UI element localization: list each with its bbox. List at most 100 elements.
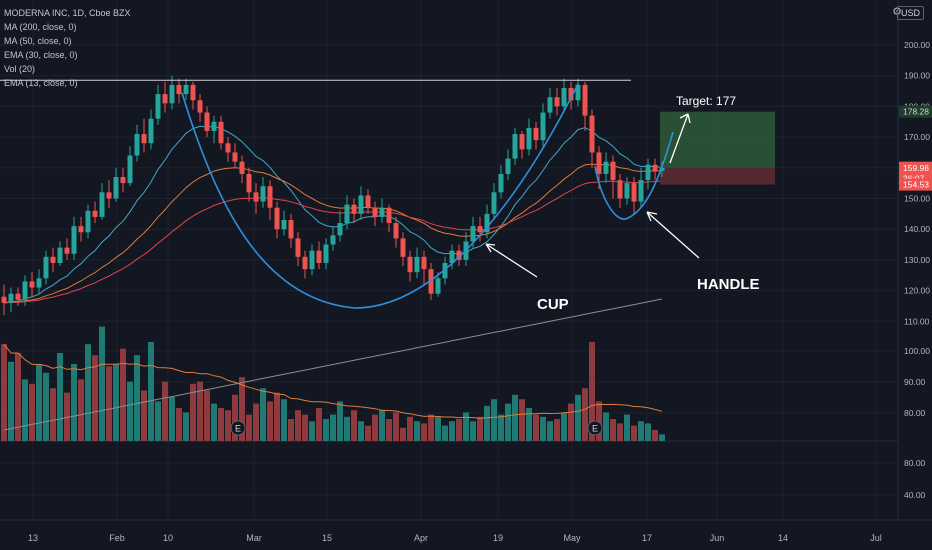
candle-body xyxy=(498,173,504,193)
symbol-title[interactable]: MODERNA INC, 1D, Cboe BZX xyxy=(4,8,131,18)
candle-body xyxy=(554,97,560,107)
candle-body xyxy=(582,84,588,116)
candle-body xyxy=(155,94,161,119)
candle-body xyxy=(29,281,35,288)
candle-body xyxy=(141,134,147,144)
candle-body xyxy=(512,134,518,159)
volume-bar xyxy=(218,408,224,441)
candle-body xyxy=(246,173,252,193)
candle-body xyxy=(169,84,175,104)
volume-bar xyxy=(253,403,259,441)
cup-curve[interactable] xyxy=(181,83,579,309)
price-tick-label: 110.00 xyxy=(904,316,930,326)
volume-bar xyxy=(15,353,21,441)
stop-zone[interactable] xyxy=(660,167,775,185)
legend-ema30[interactable]: EMA (30, close, 0) xyxy=(4,50,78,60)
target-arrow xyxy=(669,113,691,164)
candle-body xyxy=(330,235,336,245)
volume-bar xyxy=(533,414,539,441)
volume-bar xyxy=(8,361,14,441)
legend-ema13[interactable]: EMA (13, close, 0) xyxy=(4,78,78,88)
volume-bar xyxy=(239,377,245,441)
volume-bar xyxy=(610,419,616,441)
candle-body xyxy=(561,87,567,107)
candle-body xyxy=(449,250,455,263)
volume-bar xyxy=(414,421,420,441)
candle-body xyxy=(162,94,168,104)
candle-body xyxy=(323,244,329,263)
volume-bar xyxy=(113,364,119,441)
target-zone[interactable] xyxy=(660,111,775,168)
handle-curve[interactable] xyxy=(594,131,674,220)
candle-body xyxy=(57,247,63,263)
volume-bar xyxy=(603,412,609,441)
volume-bar xyxy=(505,403,511,441)
volume-bar xyxy=(57,353,63,441)
target-label[interactable]: Target: 177 xyxy=(676,94,736,108)
candle-body xyxy=(372,207,378,217)
volume-bar xyxy=(365,425,371,441)
candle-body xyxy=(393,223,399,239)
volume-bar xyxy=(526,408,532,441)
volume-bar xyxy=(519,399,525,441)
volume-bar xyxy=(169,397,175,441)
legend-ma50[interactable]: MA (50, close, 0) xyxy=(4,36,72,46)
candle-body xyxy=(183,84,189,95)
candle-body xyxy=(218,121,224,144)
candle-body xyxy=(22,281,28,300)
earnings-marker[interactable] xyxy=(230,420,246,436)
candle-body xyxy=(295,238,301,257)
candle-body xyxy=(239,161,245,174)
price-tick-label: 200.00 xyxy=(904,40,930,50)
target-stop-zones xyxy=(660,111,775,185)
candle-body xyxy=(568,87,574,101)
volume-bar xyxy=(442,425,448,441)
earnings-marker-label: E xyxy=(235,424,241,434)
currency-button[interactable]: USD xyxy=(896,6,924,20)
volume-bar xyxy=(358,421,364,441)
time-tick-label: Mar xyxy=(246,533,262,543)
candle-body xyxy=(379,207,385,217)
cup-label[interactable]: CUP xyxy=(537,296,569,313)
legend-ma200[interactable]: MA (200, close, 0) xyxy=(4,22,77,32)
volume-tick-label: 90.00 xyxy=(904,377,926,387)
volume-bar xyxy=(71,364,77,441)
candle-body xyxy=(414,256,420,273)
candle-body xyxy=(652,164,658,171)
candle-body xyxy=(540,112,546,141)
candle-body xyxy=(15,293,21,300)
volume-bar xyxy=(232,394,238,441)
candle-body xyxy=(351,204,357,214)
time-tick-label: 17 xyxy=(642,533,652,543)
candle-body xyxy=(491,192,497,214)
candle-body xyxy=(113,177,119,199)
candle-body xyxy=(603,161,609,174)
volume-bar xyxy=(141,390,147,441)
candle-body xyxy=(197,100,203,113)
volume-bar xyxy=(645,423,651,441)
legend-vol[interactable]: Vol (20) xyxy=(4,64,36,74)
volume-bar xyxy=(421,423,427,441)
volume-bar xyxy=(393,412,399,441)
volume-bar xyxy=(211,403,217,441)
handle-label[interactable]: HANDLE xyxy=(697,276,760,293)
volume-bar xyxy=(337,401,343,441)
volume-bar xyxy=(309,421,315,441)
candle-body xyxy=(267,186,273,208)
volume-tick-label: 100.00 xyxy=(904,346,930,356)
volume-bar xyxy=(92,355,98,441)
candle-body xyxy=(316,250,322,263)
candle-body xyxy=(211,121,217,131)
volume-bar xyxy=(561,412,567,441)
volume-ma-line xyxy=(3,343,663,419)
candlesticks xyxy=(1,75,665,316)
volume-bar xyxy=(295,410,301,441)
time-tick-label: 15 xyxy=(322,533,332,543)
earnings-marker[interactable] xyxy=(587,420,603,436)
volume-bar xyxy=(85,344,91,441)
candle-body xyxy=(400,238,406,257)
